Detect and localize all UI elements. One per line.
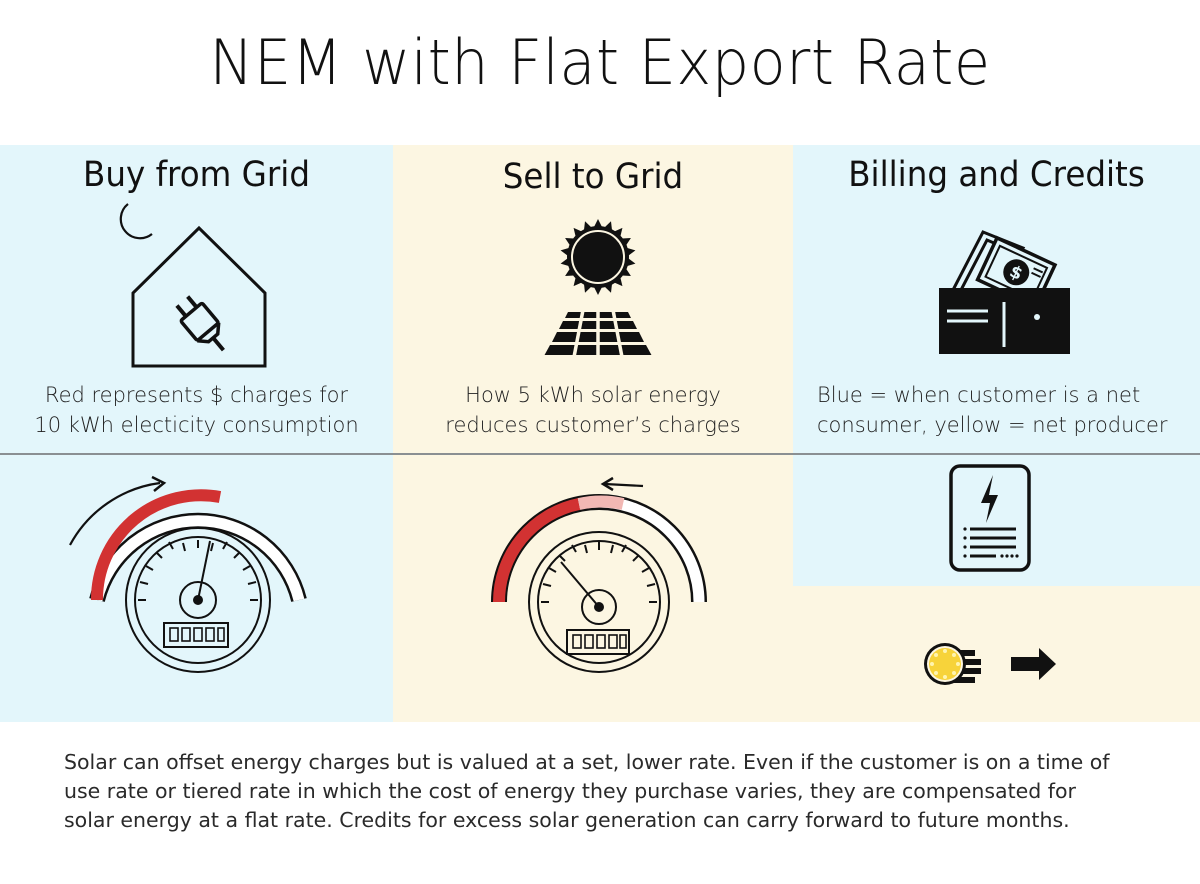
sell-to-grid-column: Sell to Grid <box>393 145 793 722</box>
meter-gauge-icon <box>491 476 707 673</box>
house-plug-icon <box>131 225 267 368</box>
page-title: NEM with Flat Export Rate <box>209 26 991 99</box>
footer-description: Solar can offset energy charges but is v… <box>64 750 1110 832</box>
buy-from-grid-caption: Red represents $ charges for 10 kWh elec… <box>34 383 359 437</box>
billing-credits-column: Billing and Credits $ Blue = when custom… <box>793 145 1200 722</box>
buy-from-grid-panel <box>0 145 393 722</box>
wallet-money-icon: $ <box>939 230 1070 354</box>
billing-credits-heading: Billing and Credits <box>848 155 1145 195</box>
sell-to-grid-caption: How 5 kWh solar energy reduces customer’… <box>445 383 741 437</box>
moon-icon <box>119 203 153 240</box>
buy-from-grid-column: Buy from Grid Red represents $ charges f… <box>0 145 393 722</box>
buy-from-grid-heading: Buy from Grid <box>83 155 310 195</box>
meter-gauge-icon <box>69 475 307 673</box>
sell-to-grid-heading: Sell to Grid <box>502 157 684 197</box>
sun-solar-panel-icon <box>544 219 652 355</box>
billing-credits-caption: Blue = when customer is a net consumer, … <box>817 383 1168 437</box>
electric-bill-icon <box>949 464 1031 572</box>
section-divider <box>0 453 1200 455</box>
solar-credit-forward-icon <box>924 643 1056 685</box>
billing-consumer-panel <box>793 145 1200 586</box>
